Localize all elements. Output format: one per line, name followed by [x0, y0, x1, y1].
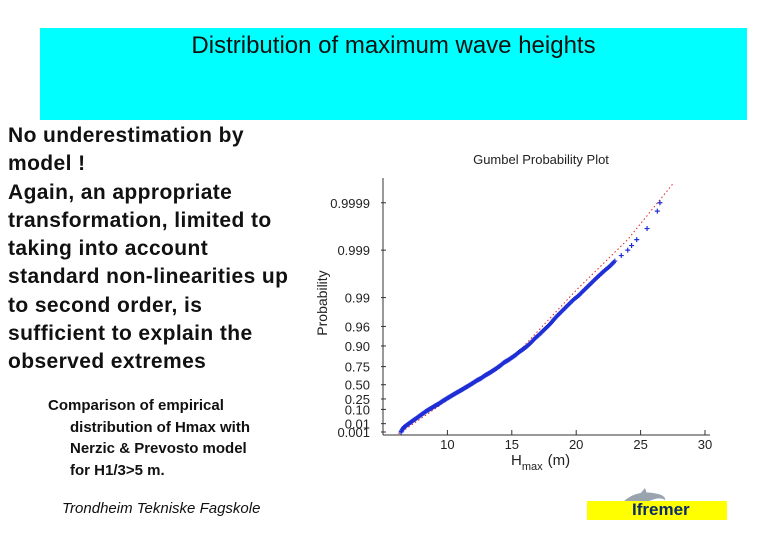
x-tick-label: 15	[505, 437, 519, 452]
y-tick-label: 0.75	[345, 360, 370, 375]
y-tick-label: 0.96	[345, 319, 370, 334]
caption-line: Comparison of empirical	[48, 397, 224, 414]
x-ticks: 10 15 20 25 30	[440, 430, 712, 452]
empirical-points	[398, 200, 663, 435]
x-axis-label-sub: max	[522, 461, 543, 473]
caption-line: distribution of Hmax with	[70, 418, 250, 436]
caption-line: for H1/3>5 m.	[70, 461, 165, 479]
y-tick-label: 0.01	[345, 417, 370, 432]
data-point	[644, 226, 650, 232]
chart-frame	[382, 178, 710, 436]
body-line: Again, an appropriate	[8, 180, 233, 204]
y-tick-label: 0.25	[345, 392, 370, 407]
x-tick-label: 25	[633, 437, 647, 452]
data-point	[618, 253, 624, 259]
y-tick-label: 0.10	[345, 402, 370, 417]
x-axis-label: Hmax (m)	[511, 452, 570, 473]
y-tick-label: 0.50	[345, 378, 370, 393]
model-line	[398, 183, 674, 435]
caption-text: Comparison of empirical distribution of H…	[48, 395, 308, 481]
data-point	[657, 200, 663, 206]
y-tick-label: 0.001	[337, 425, 370, 440]
caption-line: Nerzic & Prevosto model	[70, 440, 247, 457]
body-line: observed extremes	[8, 350, 207, 374]
body-line: model !	[8, 152, 86, 176]
data-point	[625, 247, 631, 253]
body-line: standard non-linearities up	[8, 265, 289, 289]
y-tick-label: 0.999	[337, 243, 370, 258]
logo-text: Ifremer	[632, 500, 690, 519]
data-point	[654, 208, 660, 214]
body-line: taking into account	[8, 237, 209, 261]
data-point	[629, 243, 635, 249]
x-tick-label: 20	[569, 437, 583, 452]
body-line: No underestimation by	[8, 124, 244, 147]
data-point	[634, 237, 640, 243]
ifremer-logo: Ifremer	[587, 500, 727, 520]
body-line: sufficient to explain the	[8, 322, 253, 346]
y-tick-label: 0.90	[345, 339, 370, 354]
chart-title: Gumbel Probability Plot	[473, 152, 609, 167]
y-tick-label: 0.9999	[330, 196, 370, 211]
title-band: Distribution of maximum wave heights	[40, 28, 747, 120]
x-axis-label-unit: (m)	[548, 452, 571, 469]
x-tick-label: 30	[698, 437, 712, 452]
footer-school: Trondheim Tekniske Fagskole	[62, 500, 261, 517]
model-curve	[398, 183, 674, 435]
y-axis-label: Probability	[314, 270, 330, 335]
x-tick-label: 10	[440, 437, 454, 452]
x-axis-label-main: H	[511, 452, 522, 469]
body-text: No underestimation by model ! Again, an ap…	[8, 122, 328, 377]
slide-title: Distribution of maximum wave heights	[191, 32, 596, 59]
data-point	[612, 258, 618, 264]
y-tick-label: 0.99	[345, 291, 370, 306]
body-line: to second order, is	[8, 293, 203, 317]
body-line: transformation, limited to	[8, 208, 272, 232]
